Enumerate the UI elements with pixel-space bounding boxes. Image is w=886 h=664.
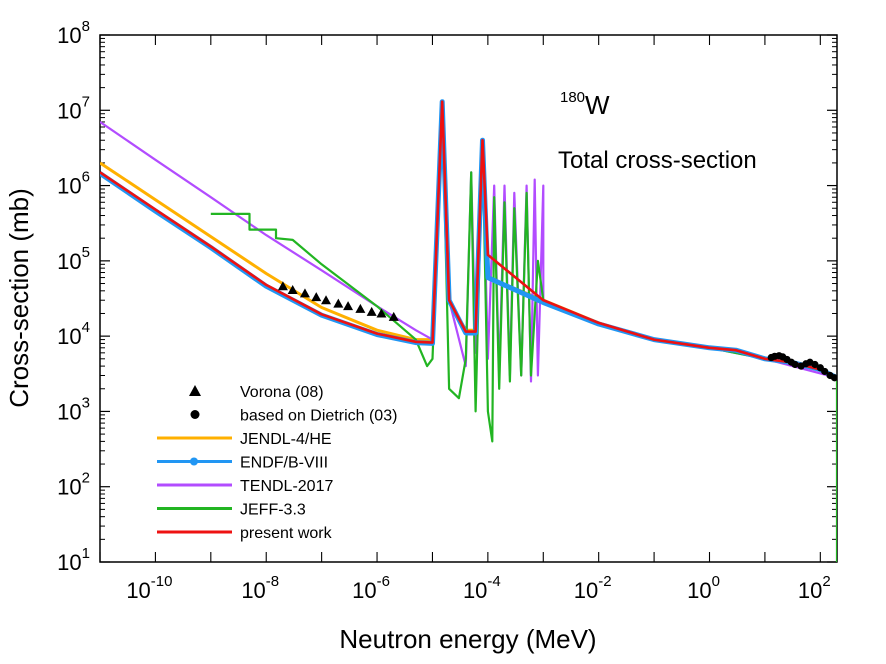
x-tick-exponent: -6 (377, 573, 390, 590)
x-tick-label: 100 (687, 573, 720, 603)
series-line-present-work (100, 100, 837, 379)
y-tick-label: 107 (57, 93, 90, 123)
data-point-vorona-08 (388, 311, 399, 321)
x-tick-base: 10 (574, 578, 598, 603)
x-tick-base: 10 (126, 578, 150, 603)
y-tick-exponent: 5 (82, 244, 90, 261)
y-tick-exponent: 7 (82, 93, 90, 110)
data-point-vorona-08 (321, 295, 332, 305)
nuclide-mass: 180 (560, 89, 585, 106)
legend-label-present-work: present work (240, 525, 333, 542)
y-tick-exponent: 6 (82, 169, 90, 186)
quantity-annotation: Total cross-section (558, 147, 757, 174)
x-tick-base: 10 (798, 578, 822, 603)
y-tick-base: 10 (57, 324, 81, 349)
y-tick-exponent: 3 (82, 394, 90, 411)
data-point-based-on-dietrich-03 (811, 360, 819, 369)
data-point-vorona-08 (376, 308, 387, 318)
y-tick-label: 103 (57, 394, 90, 424)
y-tick-base: 10 (57, 98, 81, 123)
plot-frame (99, 34, 838, 563)
data-point-based-on-dietrich-03 (791, 360, 799, 369)
legend-label-jendl-4-he: JENDL-4/HE (240, 431, 332, 448)
x-tick-label: 10-6 (352, 573, 390, 603)
x-tick-base: 10 (687, 578, 711, 603)
x-tick-base: 10 (352, 578, 376, 603)
x-tick-exponent: -8 (266, 573, 279, 590)
data-point-vorona-08 (333, 298, 344, 308)
data-point-vorona-08 (366, 306, 377, 316)
data-point-vorona-08 (287, 285, 298, 295)
legend-label-vorona-08: Vorona (08) (240, 384, 324, 401)
x-tick-label: 10-4 (463, 573, 501, 603)
legend-label-based-on-dietrich-03: based on Dietrich (03) (240, 408, 397, 425)
y-tick-base: 10 (57, 550, 81, 575)
legend: Vorona (08) based on Dietrich (03) JENDL-4… (157, 384, 397, 542)
x-tick-exponent: 0 (712, 573, 720, 590)
data-point-vorona-08 (311, 292, 322, 302)
y-tick-base: 10 (57, 399, 81, 424)
y-tick-label: 105 (57, 244, 90, 274)
y-tick-label: 102 (57, 470, 90, 500)
x-tick-label: 10-10 (126, 573, 172, 603)
legend-label-tendl-2017: TENDL-2017 (240, 478, 333, 495)
x-tick-label: 10-8 (241, 573, 279, 603)
legend-label-jeff-3-3: JEFF-3.3 (240, 502, 306, 519)
legend-marker-based-on-dietrich-03 (190, 410, 200, 419)
x-tick-label: 102 (798, 573, 831, 603)
x-tick-base: 10 (241, 578, 265, 603)
data-point-vorona-08 (355, 303, 366, 313)
y-tick-base: 10 (57, 23, 81, 48)
x-tick-exponent: -4 (487, 573, 500, 590)
nuclide-symbol: W (585, 90, 610, 120)
data-point-vorona-08 (299, 288, 310, 298)
y-tick-base: 10 (57, 249, 81, 274)
data-point-vorona-08 (277, 281, 288, 291)
legend-label-endf-b-viii: ENDF/B-VIII (240, 455, 328, 472)
data-point-vorona-08 (343, 301, 354, 311)
y-tick-exponent: 8 (82, 18, 90, 35)
y-tick-exponent: 4 (82, 319, 90, 336)
x-tick-exponent: -2 (598, 573, 611, 590)
y-tick-label: 108 (57, 18, 90, 48)
legend-marker-endf-b-viii (190, 457, 198, 466)
data-point-based-on-dietrich-03 (821, 367, 829, 376)
legend-marker-vorona-08 (189, 385, 201, 396)
y-tick-label: 106 (57, 169, 90, 199)
nuclide-annotation: 180W (560, 89, 610, 120)
y-axis-label: Cross-section (mb) (4, 188, 34, 408)
x-tick-base: 10 (463, 578, 487, 603)
series-group (100, 99, 837, 562)
y-tick-label: 104 (57, 319, 90, 349)
y-tick-base: 10 (57, 475, 81, 500)
data-point-based-on-dietrich-03 (830, 374, 837, 382)
y-tick-exponent: 1 (82, 545, 90, 562)
y-tick-base: 10 (57, 174, 81, 199)
x-tick-label: 10-2 (574, 573, 612, 603)
x-tick-exponent: -10 (151, 573, 173, 590)
x-tick-exponent: 2 (822, 573, 830, 590)
x-axis-label: Neutron energy (MeV) (339, 624, 596, 654)
y-tick-exponent: 2 (82, 470, 90, 487)
y-tick-label: 101 (57, 545, 90, 575)
